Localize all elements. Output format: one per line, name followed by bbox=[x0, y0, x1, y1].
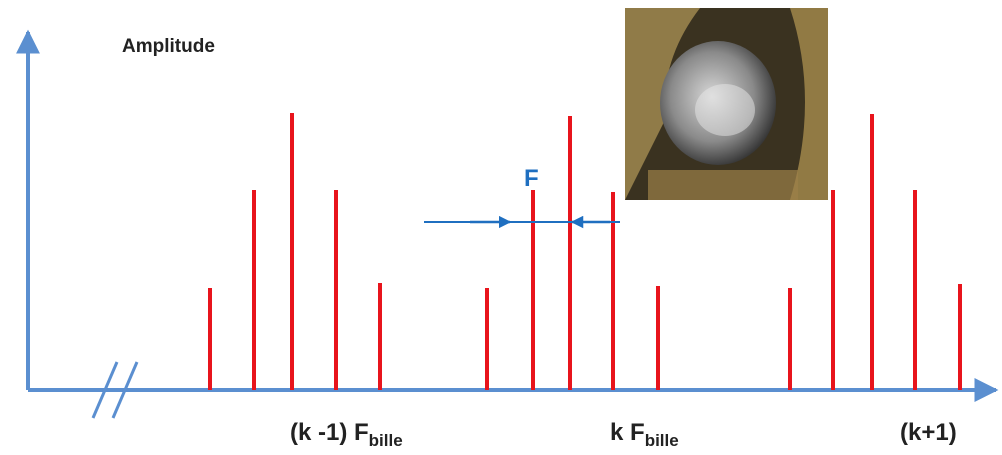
label-main: k F bbox=[610, 419, 645, 446]
axis-break bbox=[111, 361, 139, 419]
photo-spall bbox=[695, 84, 755, 136]
axes bbox=[15, 29, 999, 419]
photo-cage bbox=[790, 8, 828, 200]
harmonic-label: (k -1) Fbille bbox=[290, 419, 403, 450]
label-sub: bille bbox=[369, 431, 403, 450]
harmonic-label: (k+1) bbox=[900, 419, 957, 446]
label-main: (k -1) F bbox=[290, 419, 369, 446]
photo-ring bbox=[648, 170, 798, 200]
delta-label: F bbox=[524, 165, 539, 192]
spectral-lines bbox=[208, 113, 962, 390]
axis-break bbox=[91, 361, 119, 419]
y-axis-label: Amplitude bbox=[122, 36, 215, 57]
label-sub: bille bbox=[645, 431, 679, 450]
harmonic-label: k Fbille bbox=[610, 419, 679, 450]
photo bbox=[625, 8, 828, 200]
